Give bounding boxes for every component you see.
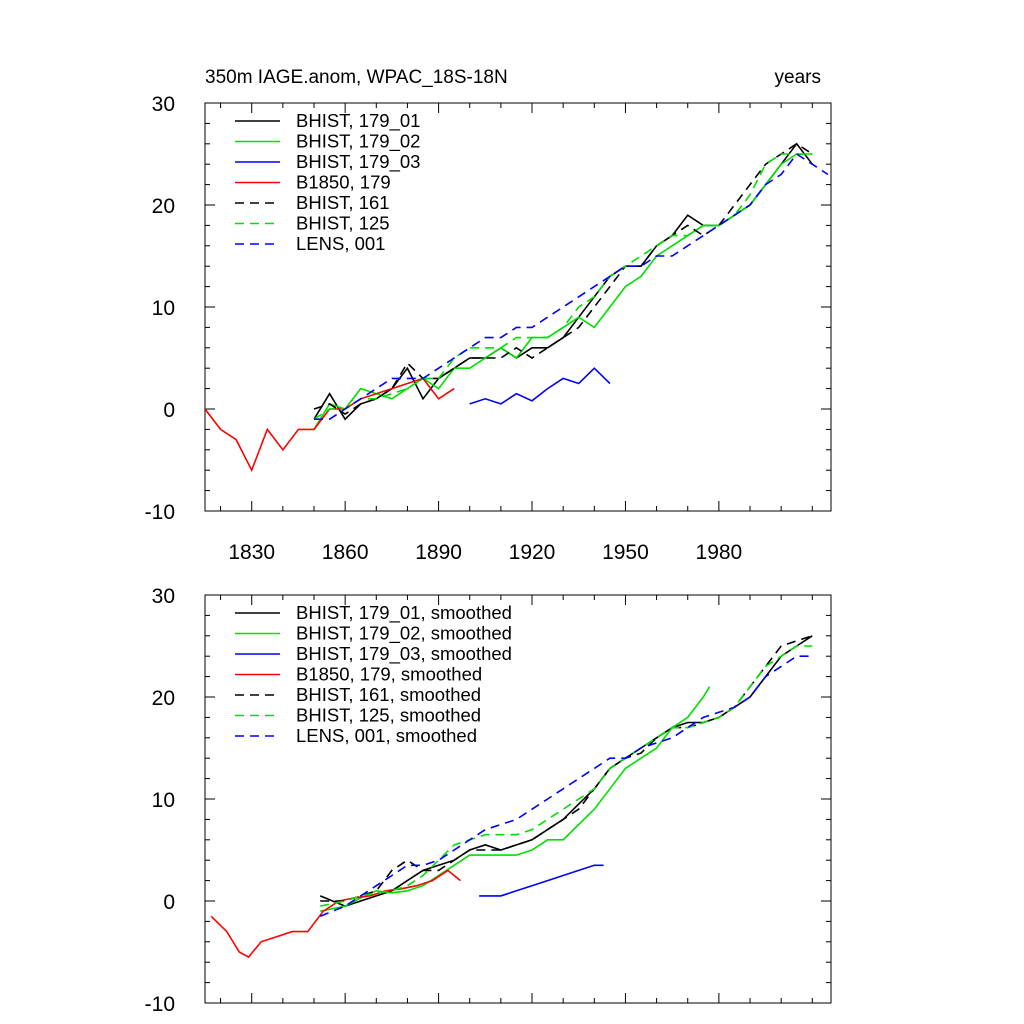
y-tick-label: -10 <box>145 993 175 1016</box>
series-line-2 <box>479 864 604 897</box>
series-line-1 <box>320 686 711 912</box>
series-line-6 <box>314 152 829 421</box>
series-line-2 <box>469 367 611 405</box>
legend-label-5: BHIST, 125, smoothed <box>296 705 481 726</box>
y-tick-label: 10 <box>152 789 175 812</box>
x-tick-label: 1920 <box>509 541 556 564</box>
series-line-5 <box>320 645 813 907</box>
series-line-6 <box>319 655 813 918</box>
legend-label-5: BHIST, 125 <box>296 213 390 234</box>
legend-label-2: BHIST, 179_03 <box>296 151 420 173</box>
y-tick-label: 0 <box>163 399 175 422</box>
legend-label-4: BHIST, 161 <box>296 192 390 213</box>
y-tick-label: 0 <box>163 891 175 914</box>
y-tick-label: 30 <box>152 93 175 116</box>
legend-label-6: LENS, 001, smoothed <box>296 725 477 746</box>
legend-label-2: BHIST, 179_03, smoothed <box>296 643 512 665</box>
legend-label-6: LENS, 001 <box>296 233 385 254</box>
chart-title-left: 350m IAGE.anom, WPAC_18S-18N <box>205 67 508 88</box>
legend-label-1: BHIST, 179_02, smoothed <box>296 623 512 645</box>
x-tick-label: 1980 <box>696 541 743 564</box>
y-tick-label: -10 <box>145 501 175 524</box>
y-tick-label: 30 <box>152 585 175 608</box>
y-tick-label: 20 <box>152 195 175 218</box>
x-tick-label: 1830 <box>228 541 275 564</box>
legend-label-4: BHIST, 161, smoothed <box>296 684 481 705</box>
series-line-5 <box>313 153 813 420</box>
y-tick-label: 10 <box>152 297 175 320</box>
y-tick-label: 20 <box>152 687 175 710</box>
top-panel: 350m IAGE.anom, WPAC_18S-18N years -10 0 10 2… <box>145 67 832 564</box>
x-tick-label: 1860 <box>322 541 369 564</box>
legend-label-1: BHIST, 179_02 <box>296 131 420 153</box>
chart-title-right: years <box>775 67 821 88</box>
series-line-4 <box>313 142 813 416</box>
legend-label-0: BHIST, 179_01, smoothed <box>296 602 512 624</box>
x-tick-label: 1890 <box>415 541 462 564</box>
legend-label-3: B1850, 179, smoothed <box>296 664 482 685</box>
legend-label-0: BHIST, 179_01 <box>296 110 420 132</box>
x-tick-label: 1950 <box>602 541 649 564</box>
series-line-3 <box>210 869 461 959</box>
legend-label-3: B1850, 179 <box>296 172 391 193</box>
